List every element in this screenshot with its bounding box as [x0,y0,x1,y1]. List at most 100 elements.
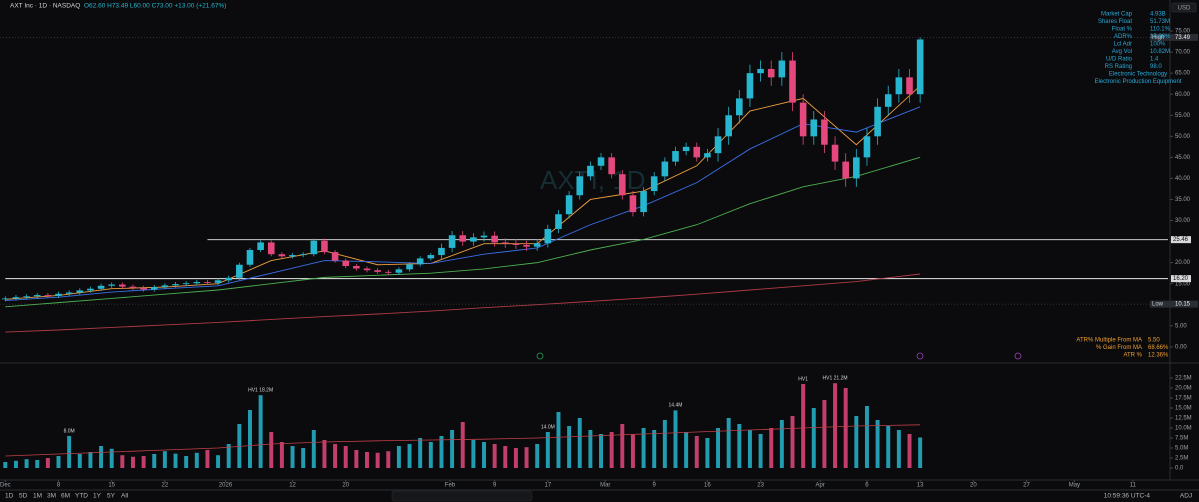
stat-value: 10.82M [1150,49,1170,55]
candle-body [406,264,413,270]
volume-bar [77,454,82,468]
x-tick-label: 2026 [219,483,233,489]
range-button[interactable]: 5D [19,493,28,500]
level-tag [1171,275,1191,283]
volume-bar [620,424,625,468]
stat-label: U/D Ratio [1106,57,1133,63]
range-button[interactable]: 1M [33,493,42,500]
candle-body [2,298,9,300]
atr-label: ATR % [1123,353,1142,359]
candle-body [363,268,371,271]
volume-bar [301,448,306,468]
volume-bar [162,451,167,468]
y-tick-label: 70.00 [1175,50,1191,56]
range-button[interactable]: 1D [5,493,14,500]
y-tick-label: 45.00 [1175,155,1191,161]
atr-value: 68.66% [1148,345,1169,351]
volume-annotation: 14.4M [669,403,683,409]
volume-bar [35,460,40,468]
candle-body [757,68,764,74]
volume-bar [226,444,231,468]
stat-label: ADR% [1114,34,1133,40]
volume-bar [854,416,859,468]
stat-label: Lcl Adr [1114,42,1132,48]
stat-label: Shares Float [1098,19,1132,25]
volume-bar [279,442,284,468]
volume-bar [896,430,901,468]
volume-bar [396,446,401,468]
y-tick-label: 55.00 [1175,113,1191,119]
volume-bar [482,442,486,468]
range-button[interactable]: YTD [75,493,88,500]
stat-value: 1.4 [1150,57,1159,63]
volume-bar [673,410,678,468]
volume-bar [556,412,561,468]
volume-bar [599,434,603,468]
volume-annotation: 14.0M [541,424,555,430]
x-tick-label: 9 [653,483,657,489]
x-tick-label: Feb [445,483,456,489]
candle-body [289,255,296,257]
volume-bar [88,452,93,468]
candle-body [799,102,807,137]
candle-body [821,119,828,145]
x-tick-label: 6 [865,483,869,489]
y-tick-label: 40.00 [1175,176,1191,182]
atr-value: 5.50 [1148,338,1160,344]
volume-bar [726,418,731,468]
volume-bar [747,430,752,468]
volume-bar [652,430,657,468]
volume-bar [513,448,518,468]
candle-body [842,161,849,179]
candle-body [736,98,743,116]
volume-bar [450,430,455,468]
volume-bar [833,383,838,468]
volume-bar [503,446,508,468]
candle-body [576,176,584,196]
candle-body [374,270,381,272]
volume-bar [333,444,338,468]
moving-average [5,156,921,308]
volume-annotation: HV1 18.2M [248,388,273,394]
volume-annotation: HV1 [798,376,808,382]
volume-bar [322,440,327,468]
volume-bar [130,456,135,468]
event-icon[interactable] [1014,352,1022,360]
range-button[interactable]: 3M [47,493,56,500]
drawing-toolbar[interactable] [391,490,533,502]
volume-bar [375,452,380,468]
volume-tick-label: 12.5M [1175,416,1192,422]
candle-body [278,254,286,257]
range-button[interactable]: All [121,493,129,500]
y-tick-label: 65.00 [1175,71,1191,77]
volume-bar [758,434,763,468]
candle-body [459,235,467,242]
range-button[interactable]: 5Y [107,493,116,500]
x-tick-label: 27 [1023,483,1030,489]
currency-button[interactable] [1171,2,1197,13]
event-icon[interactable] [536,352,544,360]
volume-bar [173,453,178,468]
sector: Electronic Technology [1109,72,1167,78]
x-tick-label: Dec [0,483,11,489]
volume-annotation: HV1 21.2M [823,376,848,382]
event-icon[interactable] [916,352,924,360]
volume-bar [822,400,827,468]
candle-body [214,280,222,283]
volume-bar [311,430,316,468]
volume-bar [45,458,50,468]
adj-button[interactable]: ADJ [1180,493,1192,500]
candle-body [331,252,339,261]
price-tag [1150,300,1198,308]
candle-body [853,157,860,179]
volume-bar [886,426,891,468]
y-tick-label: 30.00 [1175,218,1191,224]
x-tick-label: 13 [917,483,924,489]
range-button[interactable]: 6M [61,493,70,500]
candle-body [129,286,137,288]
x-tick-label: 20 [342,483,349,489]
candle-body [267,242,275,255]
range-button[interactable]: 1Y [93,493,102,500]
volume-bar [120,455,125,468]
